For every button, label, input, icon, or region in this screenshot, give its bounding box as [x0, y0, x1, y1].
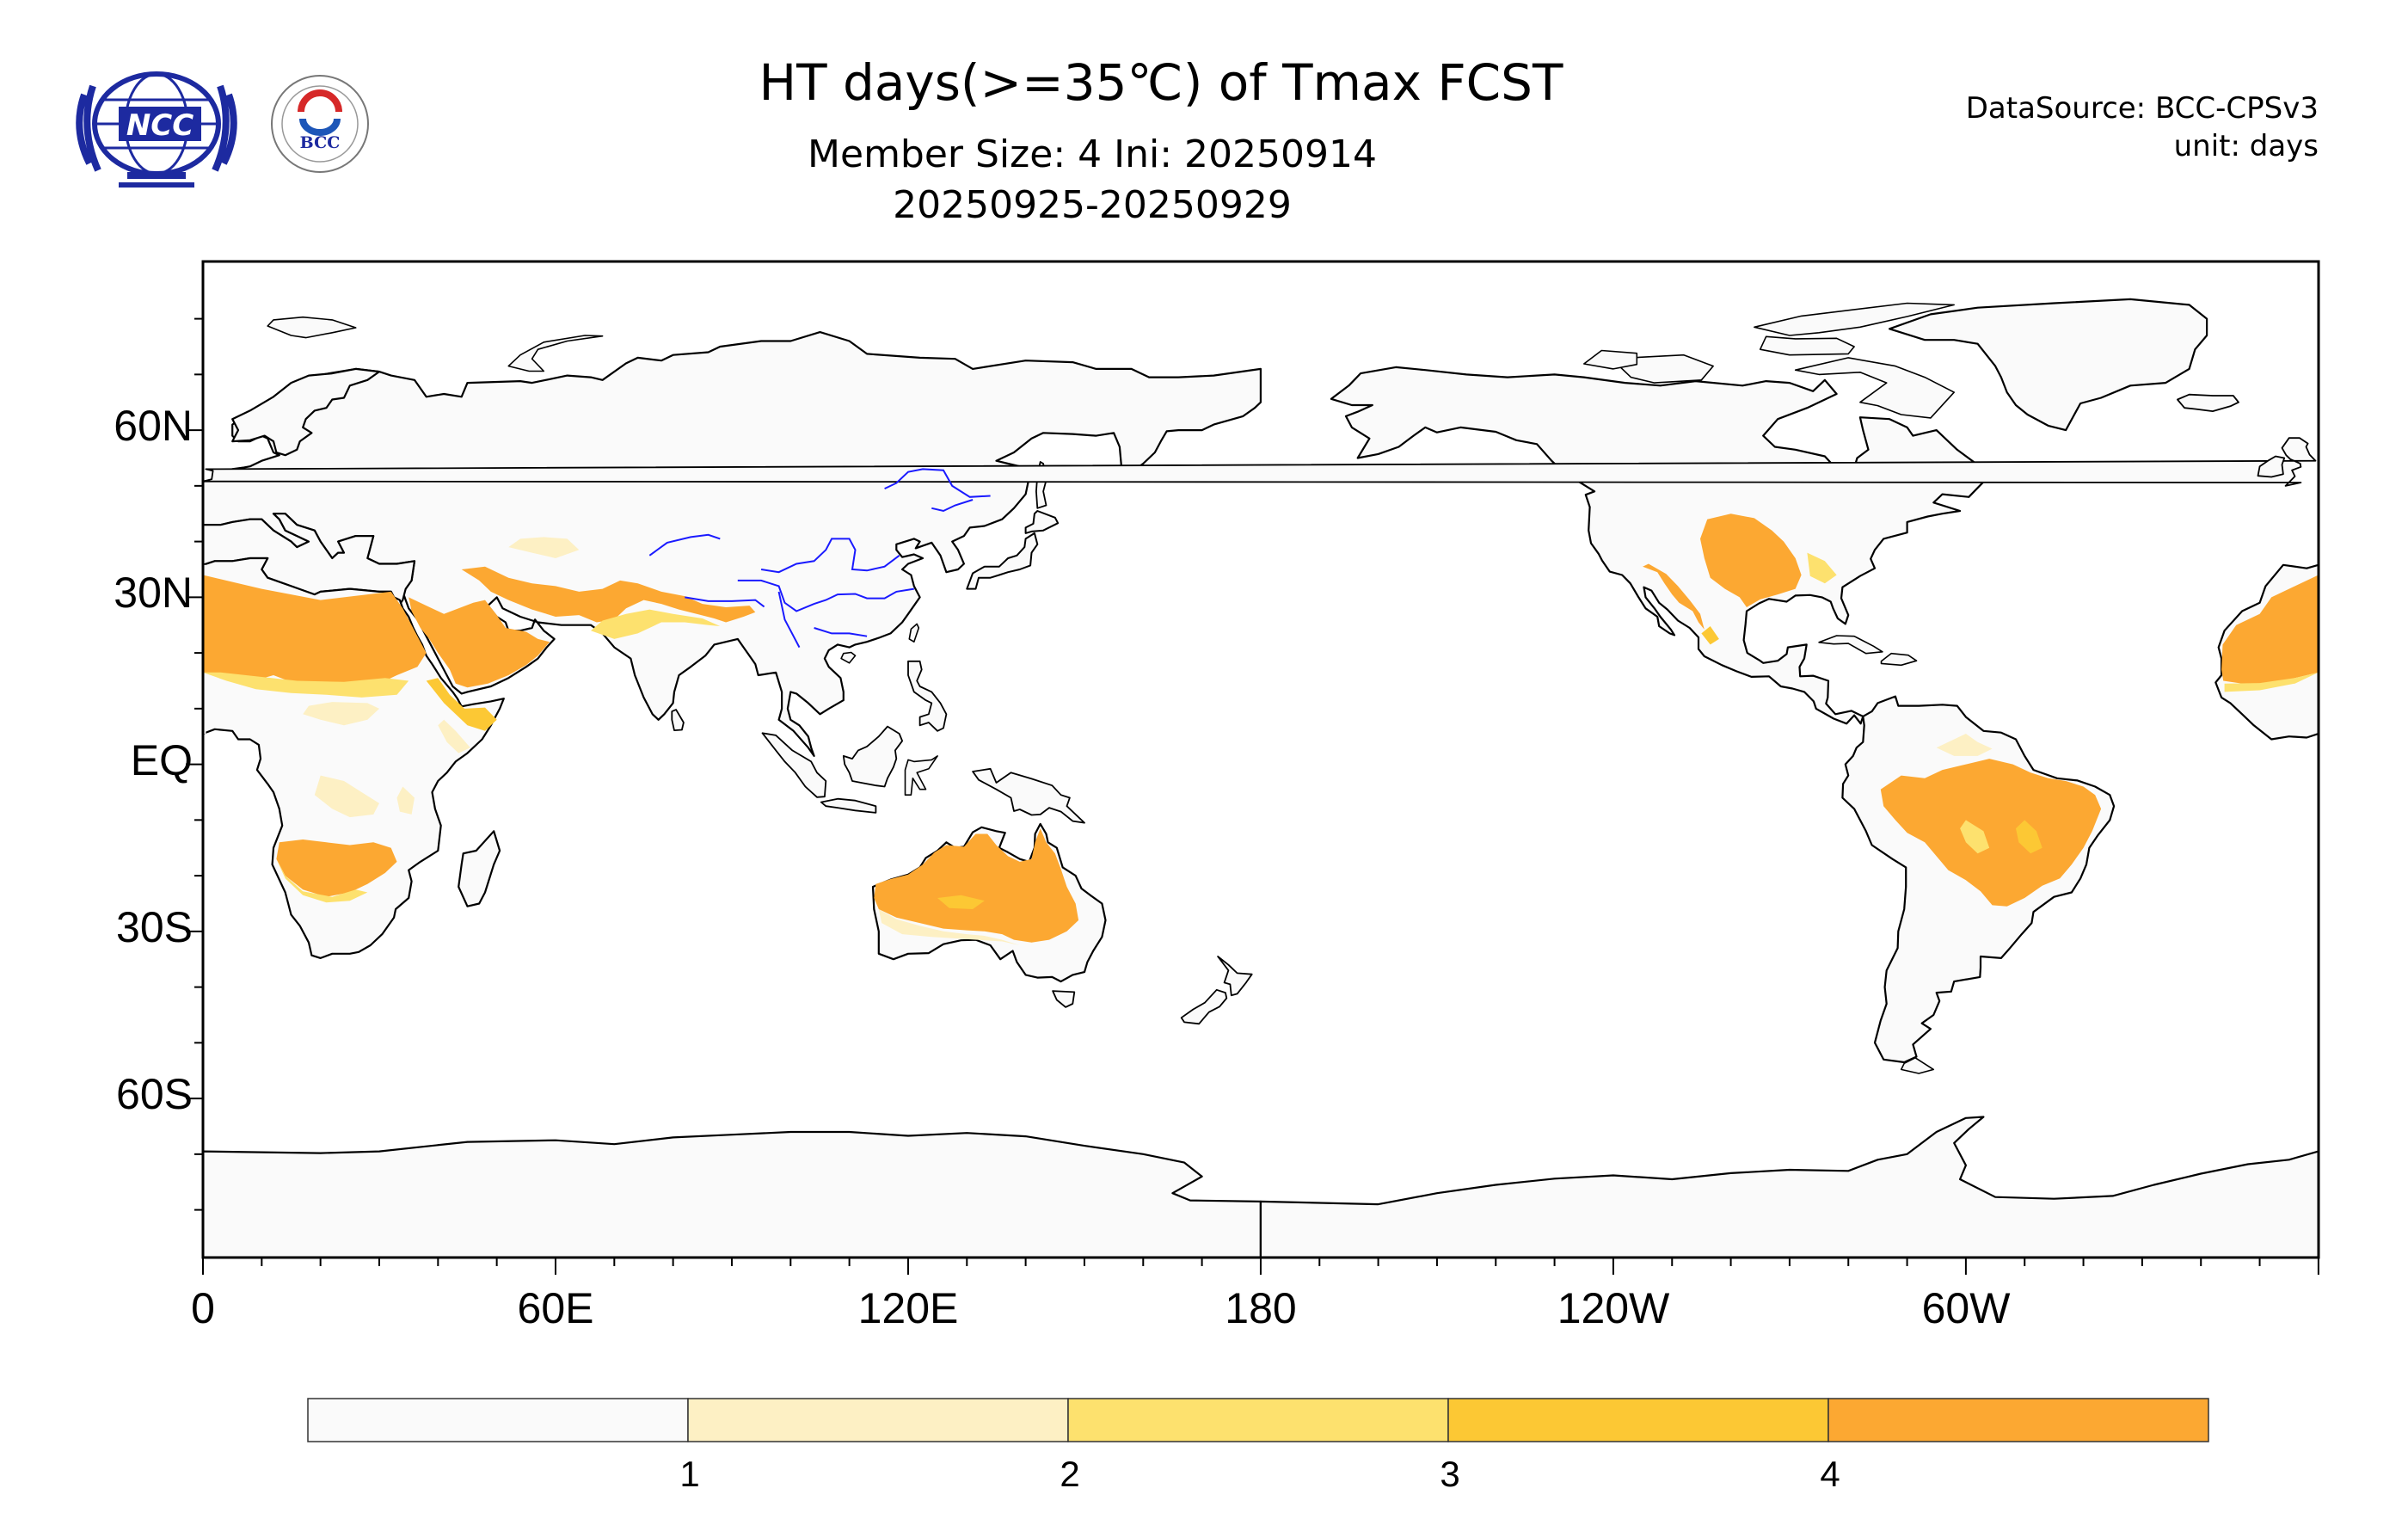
bcc-logo: BCC	[271, 75, 369, 173]
land-tasmania	[1052, 990, 1076, 1008]
land-sri-lanka	[671, 709, 685, 731]
land-sulawesi	[904, 755, 938, 796]
lon-label-60w: 60W	[1921, 1284, 2011, 1332]
heat-congo-pale	[314, 775, 379, 818]
heat-guiana-pale	[1936, 734, 1993, 756]
ncc-logo: NCC	[76, 71, 237, 188]
land-philippines	[907, 660, 948, 732]
colorbar-label-2: 2	[1060, 1454, 1080, 1494]
land-ellesmere-island	[1754, 302, 1955, 336]
unit-label: unit: days	[2173, 129, 2319, 163]
land-tierra-del-fuego	[1900, 1057, 1935, 1074]
land-java	[820, 797, 877, 814]
rivers	[648, 468, 991, 649]
river-tarim	[648, 533, 721, 557]
land-novaya-zemlya	[507, 335, 604, 372]
heat-east-africa-pale	[396, 786, 415, 815]
river-songhua	[931, 499, 974, 513]
land-hokkaido	[1024, 510, 1060, 534]
land-iceland	[2176, 393, 2239, 413]
land-great-britain	[203, 437, 2317, 487]
heat-mexico-central	[1701, 626, 1719, 645]
land-hispaniola	[1880, 652, 1918, 667]
lon-label-180: 180	[1225, 1284, 1297, 1332]
lat-label-30s: 30S	[116, 903, 193, 951]
colorbar-label-3: 3	[1440, 1454, 1460, 1494]
colorbar-swatch-2	[1067, 1398, 1449, 1442]
heat-horn-of-africa	[426, 678, 497, 731]
lat-label-60n: 60N	[114, 402, 193, 450]
land-madagascar	[458, 830, 501, 907]
heat-us-southeast-edge	[1807, 552, 1837, 584]
data-source-label: DataSource: BCC-CPSv3	[1965, 91, 2319, 126]
land-new-guinea	[972, 767, 1085, 824]
ncc-logo-text: NCC	[126, 108, 194, 143]
colorbar	[307, 1398, 2209, 1442]
land-japan	[966, 532, 1039, 590]
colorbar-swatch-1	[687, 1398, 1069, 1442]
heat-india-edge	[591, 609, 721, 639]
lat-label-eq: EQ	[130, 736, 193, 784]
heat-sahara	[203, 575, 427, 690]
bcc-logo-text: BCC	[300, 133, 341, 152]
land-greenland	[1889, 298, 2208, 432]
land-ireland	[2257, 455, 2286, 478]
heat-west-africa-edge	[2224, 672, 2319, 692]
lon-label-120e: 120E	[857, 1284, 959, 1332]
heat-goias-mid	[2016, 820, 2042, 854]
land-sumatra	[761, 732, 827, 798]
river-mekong-upper	[777, 591, 801, 649]
heat-arabia	[408, 597, 550, 688]
colorbar-label-4: 4	[1820, 1454, 1840, 1494]
river-pearl	[814, 627, 868, 637]
heat-sahel-edge	[203, 672, 409, 698]
heat-australia-inner	[937, 895, 985, 909]
heat-somalia-pale	[438, 719, 470, 753]
lon-label-60e: 60E	[517, 1284, 594, 1332]
heat-central-africa-pale	[303, 702, 379, 726]
land-taiwan	[908, 623, 920, 643]
heat-brazil	[1880, 759, 2102, 907]
heat-south-asia	[461, 566, 756, 623]
river-amur	[884, 468, 991, 498]
land-borneo	[842, 725, 903, 788]
colorbar-swatch-4	[1828, 1398, 2209, 1442]
land-svalbard	[267, 316, 357, 339]
land-banks-island	[1583, 349, 1638, 370]
colorbar-swatch-0	[307, 1398, 689, 1442]
land-new-zealand-north	[1217, 956, 1253, 997]
axis-ticks	[186, 317, 2319, 1275]
lat-label-60s: 60S	[116, 1070, 193, 1118]
lon-label-120w: 120W	[1557, 1284, 1670, 1332]
land-antarctica-west	[1259, 1116, 2319, 1258]
lon-label-0: 0	[191, 1284, 215, 1332]
heat-southern-africa	[276, 839, 397, 897]
chart-subtitle-members: Member Size: 4 Ini: 20250914	[808, 132, 1377, 176]
heat-southern-africa-edge	[276, 858, 368, 903]
heat-west-africa	[2221, 575, 2319, 686]
river-yarlung	[685, 596, 765, 608]
heat-day-fill	[203, 514, 2319, 945]
river-yellow	[760, 538, 900, 574]
colorbar-swatch-3	[1447, 1398, 1829, 1442]
heat-mato-grosso-mid	[1960, 820, 1990, 854]
chart-title: HT days(>=35℃) of Tmax FCST	[759, 53, 1563, 112]
heat-australia	[874, 828, 1079, 943]
land-hainan	[840, 651, 857, 664]
colorbar-label-1: 1	[679, 1454, 700, 1494]
chart-subtitle-dates: 20250925-20250929	[893, 183, 1292, 227]
river-yangtze	[737, 579, 914, 612]
heat-central-asia-pale	[508, 537, 580, 558]
land-new-zealand-south	[1180, 988, 1228, 1025]
land-devon-island	[1759, 335, 1855, 356]
lat-label-30n: 30N	[114, 569, 193, 617]
heat-us-plains	[1700, 514, 1802, 607]
land-antarctica-east	[203, 1130, 1262, 1258]
land-cuba	[1818, 635, 1883, 655]
land-scandinavia	[231, 367, 381, 457]
land-baffin-island	[1794, 357, 1955, 419]
heat-australia-south-edge	[878, 909, 1020, 945]
